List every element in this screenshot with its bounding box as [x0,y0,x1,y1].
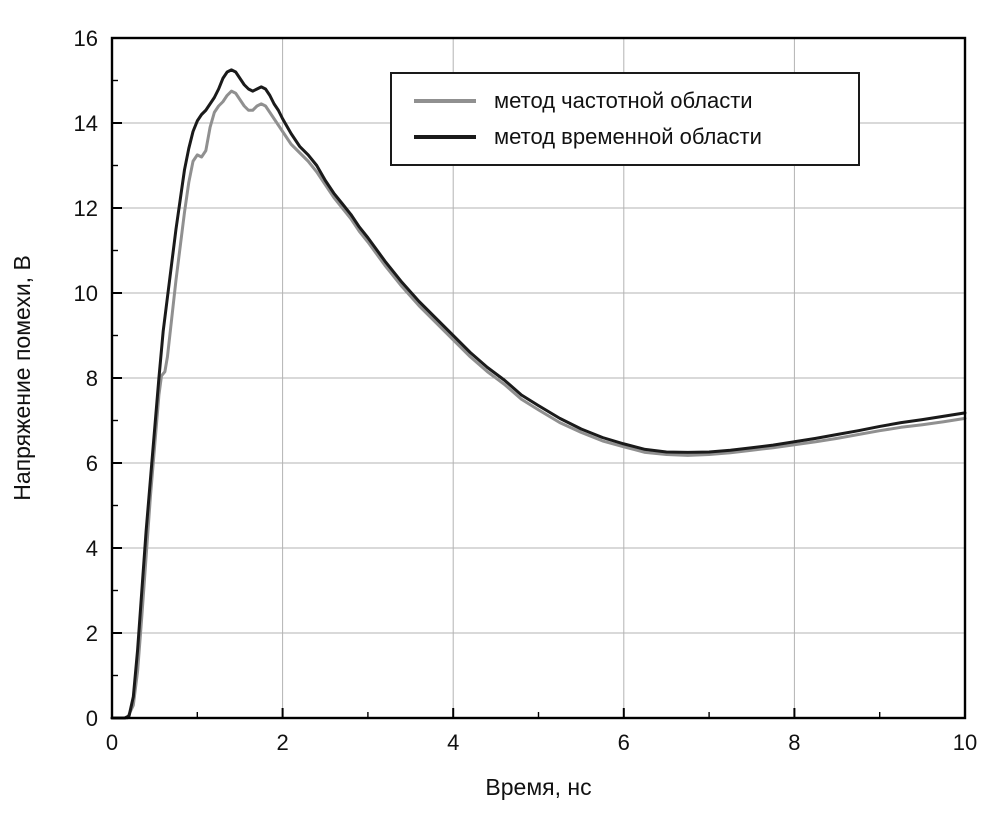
chart-legend: метод частотной области метод временной … [390,72,860,166]
legend-item: метод временной области [414,124,840,150]
y-tick-label: 14 [74,111,98,136]
y-tick-label: 0 [86,706,98,731]
x-tick-label: 2 [276,730,288,755]
x-tick-label: 10 [953,730,977,755]
x-tick-label: 6 [618,730,630,755]
y-tick-label: 4 [86,536,98,561]
y-axis-title: Напряжение помехи, В [9,255,35,501]
y-tick-label: 16 [74,26,98,51]
y-tick-label: 6 [86,451,98,476]
series-path-0 [110,89,967,720]
y-tick-label: 8 [86,366,98,391]
legend-label: метод частотной области [494,88,753,113]
x-tick-label: 4 [447,730,459,755]
series-path-1 [110,68,967,720]
legend-label: метод временной области [494,124,762,149]
legend-item: метод частотной области [414,88,840,114]
y-tick-label: 2 [86,621,98,646]
x-axis-title: Время, нс [485,774,591,800]
x-tick-label: 0 [106,730,118,755]
legend-swatch-1 [414,135,476,139]
x-tick-label: 8 [788,730,800,755]
y-tick-label: 10 [74,281,98,306]
legend-swatch-0 [414,99,476,103]
y-tick-label: 12 [74,196,98,221]
